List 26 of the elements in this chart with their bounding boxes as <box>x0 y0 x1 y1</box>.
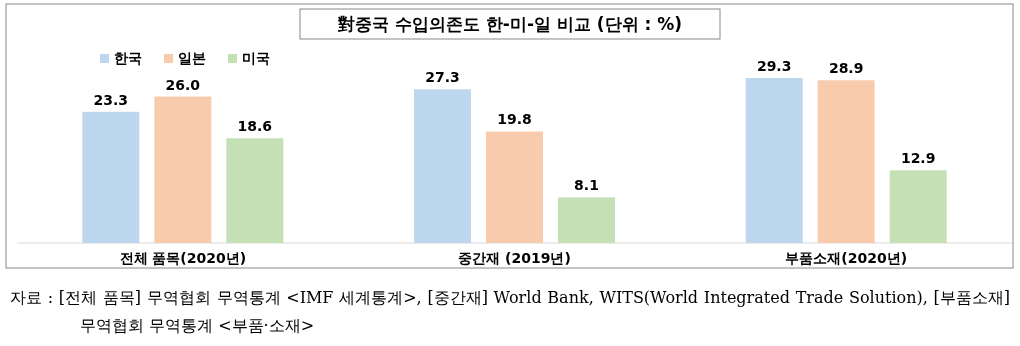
x-tick-label: 부품소재(2020년) <box>785 250 908 266</box>
data-label: 19.8 <box>497 111 532 128</box>
x-tick-label: 전체 품목(2020년) <box>119 250 247 266</box>
data-label: 12.9 <box>900 150 936 167</box>
data-label: 28.9 <box>828 60 864 77</box>
bar <box>889 170 947 243</box>
data-label: 27.3 <box>425 69 460 86</box>
x-tick-label: 중간재 (2019년) <box>458 250 571 266</box>
data-label: 26.0 <box>165 76 201 93</box>
legend-label: 일본 <box>178 50 206 66</box>
chart-title: 對중국 수입의존도 한-미-일 비교 (단위 : %) <box>337 14 682 34</box>
bar <box>154 96 212 243</box>
bar <box>82 111 140 243</box>
bar <box>486 131 543 243</box>
bar <box>226 138 284 243</box>
data-label: 29.3 <box>756 58 792 74</box>
legend-label: 미국 <box>242 50 270 66</box>
bar <box>745 78 803 243</box>
data-label: 23.3 <box>93 91 129 108</box>
bar <box>817 80 875 243</box>
data-label: 18.6 <box>237 118 273 135</box>
bar <box>558 197 615 243</box>
bar <box>414 89 471 243</box>
legend-label: 한국 <box>114 50 142 66</box>
data-label: 8.1 <box>574 177 599 194</box>
text: 자료 : [전체 품목] 무역협회 무역통계 <IMF 세계통계>, [중간재] World Bank, WITS(World Integrated Trade Solution), [부품소재] 무역협회 무역통계 <부품·소재> <box>10 287 1010 337</box>
